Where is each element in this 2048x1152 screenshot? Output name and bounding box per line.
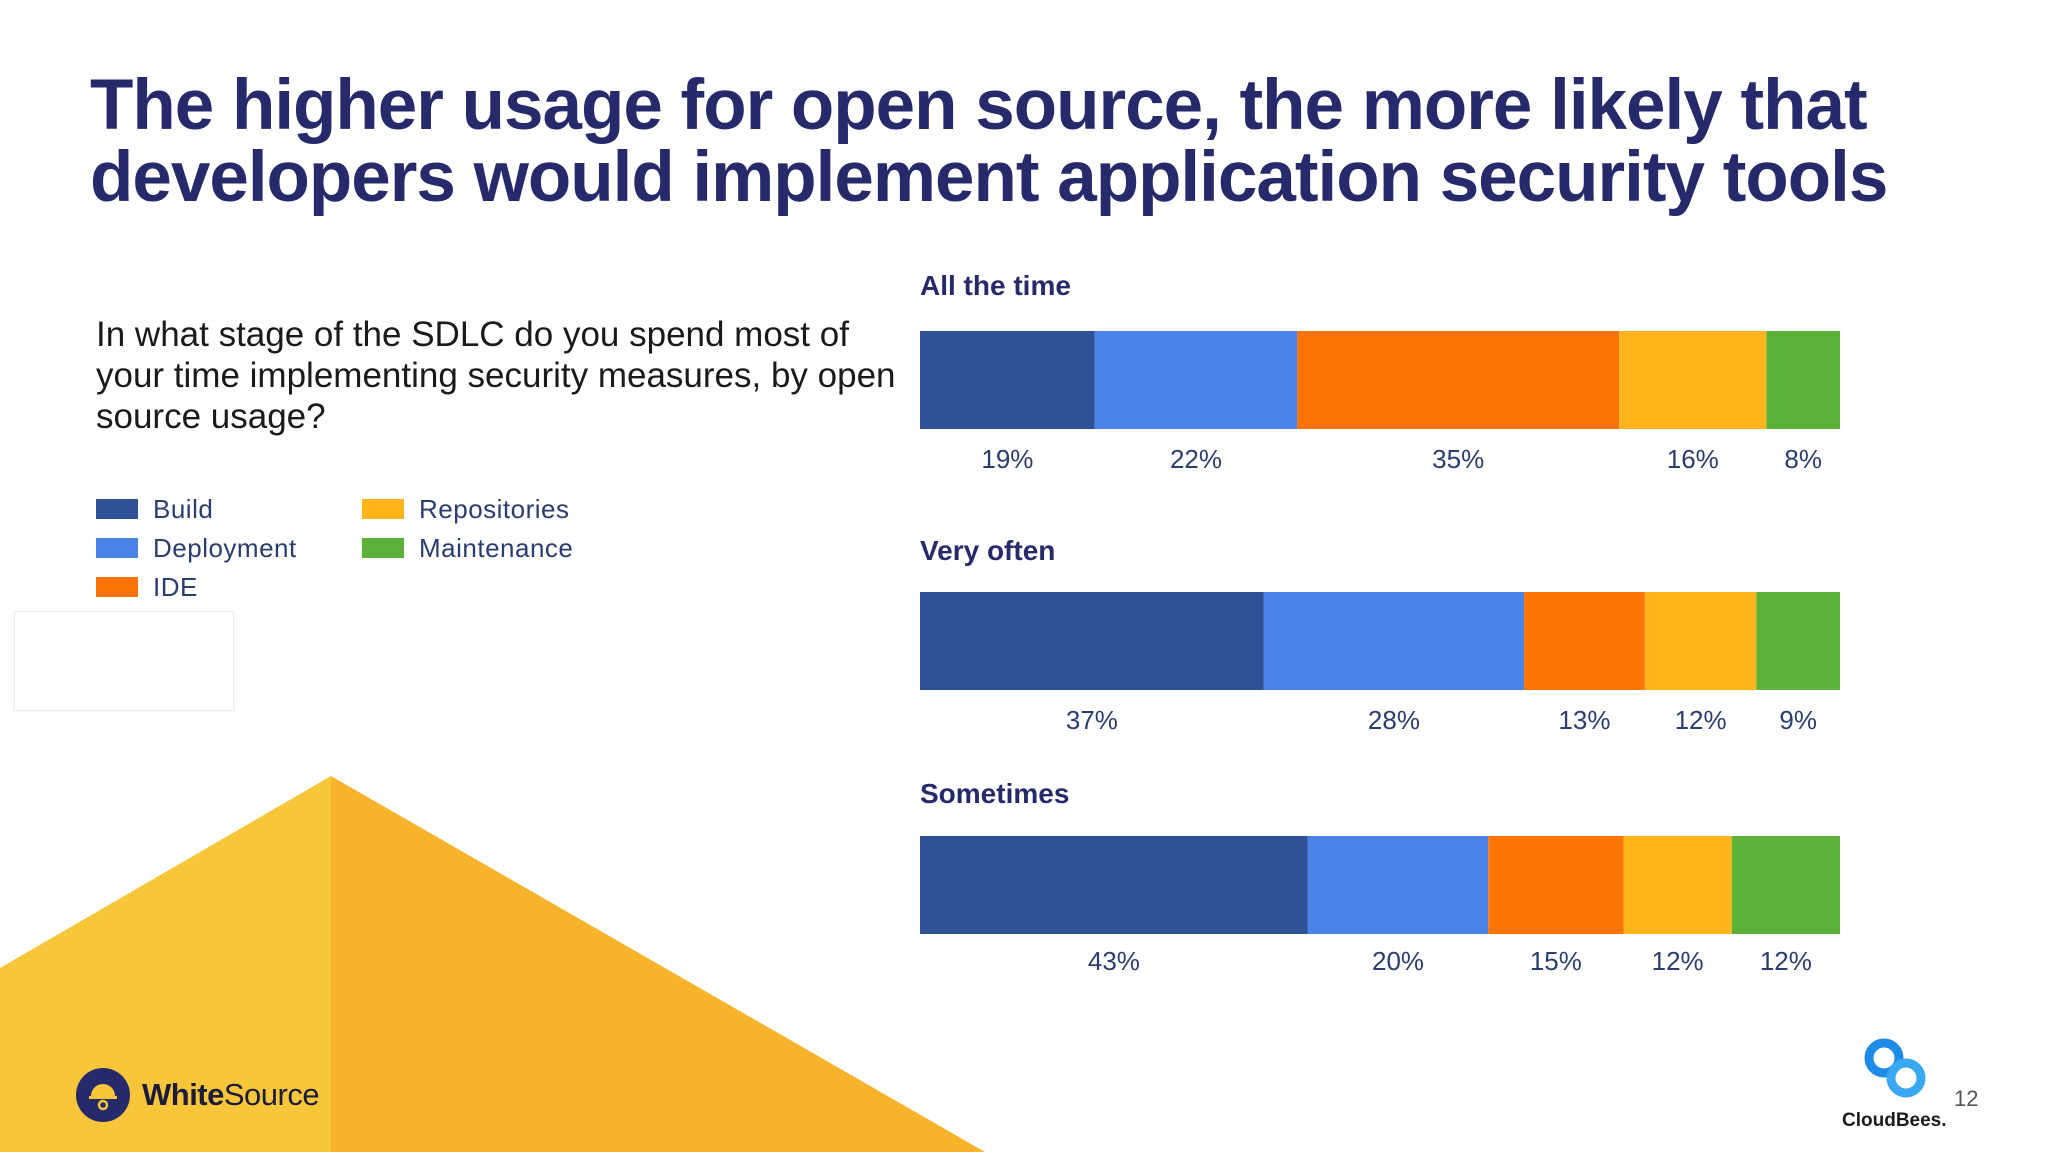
category-label-all-the-time: All the time xyxy=(920,270,1071,301)
bar-sometimes-ide xyxy=(1488,836,1624,934)
value-label-all-the-time-maintenance: 8% xyxy=(1784,444,1822,474)
legend-label-ide: IDE xyxy=(153,571,198,602)
value-label-very-often-deployment: 28% xyxy=(1368,705,1420,735)
cloudbees-mark-icon xyxy=(1864,1038,1926,1098)
bar-sometimes-maintenance xyxy=(1731,836,1840,934)
value-label-very-often-maintenance: 9% xyxy=(1779,705,1817,735)
bar-all-the-time-maintenance xyxy=(1766,331,1840,429)
page-number: 12 xyxy=(1954,1086,1979,1111)
slide-title: The higher usage for open source, the mo… xyxy=(90,66,1888,217)
category-label-sometimes: Sometimes xyxy=(920,778,1069,809)
whitesource-helmet-icon xyxy=(76,1068,130,1122)
legend-item-ide: IDE xyxy=(96,572,198,602)
whitesource-logo: WhiteSource xyxy=(76,1068,320,1122)
value-label-very-often-repositories: 12% xyxy=(1675,705,1727,735)
bar-sometimes-build xyxy=(920,836,1308,934)
value-label-very-often-ide: 13% xyxy=(1558,705,1610,735)
value-label-all-the-time-deployment: 22% xyxy=(1170,444,1222,474)
bar-all-the-time-deployment xyxy=(1094,331,1298,429)
bar-very-often-ide xyxy=(1524,592,1645,690)
legend-item-build: Build xyxy=(96,494,213,524)
legend-label-repositories: Repositories xyxy=(419,493,570,524)
bar-very-often-build xyxy=(920,592,1264,690)
value-label-all-the-time-ide: 35% xyxy=(1432,444,1484,474)
legend-item-maintenance: Maintenance xyxy=(362,533,573,563)
cloudbees-wordmark: CloudBees. xyxy=(1842,1110,1947,1131)
legend-swatch-repositories xyxy=(362,499,404,519)
whitesource-wordmark: WhiteSource xyxy=(142,1077,320,1112)
value-label-all-the-time-repositories: 16% xyxy=(1667,444,1719,474)
bar-very-often-deployment xyxy=(1263,592,1525,690)
legend-swatch-deployment xyxy=(96,538,138,558)
survey-question: In what stage of the SDLC do you spend m… xyxy=(96,315,896,436)
bar-very-often-repositories xyxy=(1644,592,1757,690)
value-label-sometimes-build: 43% xyxy=(1088,946,1140,976)
legend-label-deployment: Deployment xyxy=(153,532,297,563)
cloudbees-logo: CloudBees. xyxy=(1836,1030,1966,1140)
bar-all-the-time-build xyxy=(920,331,1095,429)
legend-label-build: Build xyxy=(153,493,214,524)
legend-item-deployment: Deployment xyxy=(96,533,297,563)
value-label-all-the-time-build: 19% xyxy=(981,444,1033,474)
value-label-sometimes-deployment: 20% xyxy=(1372,946,1424,976)
value-label-sometimes-ide: 15% xyxy=(1530,946,1582,976)
bar-all-the-time-repositories xyxy=(1619,331,1767,429)
legend-swatch-build xyxy=(96,499,138,519)
value-label-very-often-build: 37% xyxy=(1066,705,1118,735)
legend-swatch-maintenance xyxy=(362,538,404,558)
bar-sometimes-repositories xyxy=(1623,836,1732,934)
bar-sometimes-deployment xyxy=(1307,836,1489,934)
value-label-sometimes-maintenance: 12% xyxy=(1760,946,1812,976)
value-label-sometimes-repositories: 12% xyxy=(1652,946,1704,976)
bar-all-the-time-ide xyxy=(1297,331,1620,429)
legend-item-repositories: Repositories xyxy=(362,494,570,524)
bar-very-often-maintenance xyxy=(1756,592,1840,690)
category-label-very-often: Very often xyxy=(920,535,1055,566)
legend-label-maintenance: Maintenance xyxy=(419,532,574,563)
legend-swatch-ide xyxy=(96,577,138,597)
blank-card xyxy=(14,611,234,711)
